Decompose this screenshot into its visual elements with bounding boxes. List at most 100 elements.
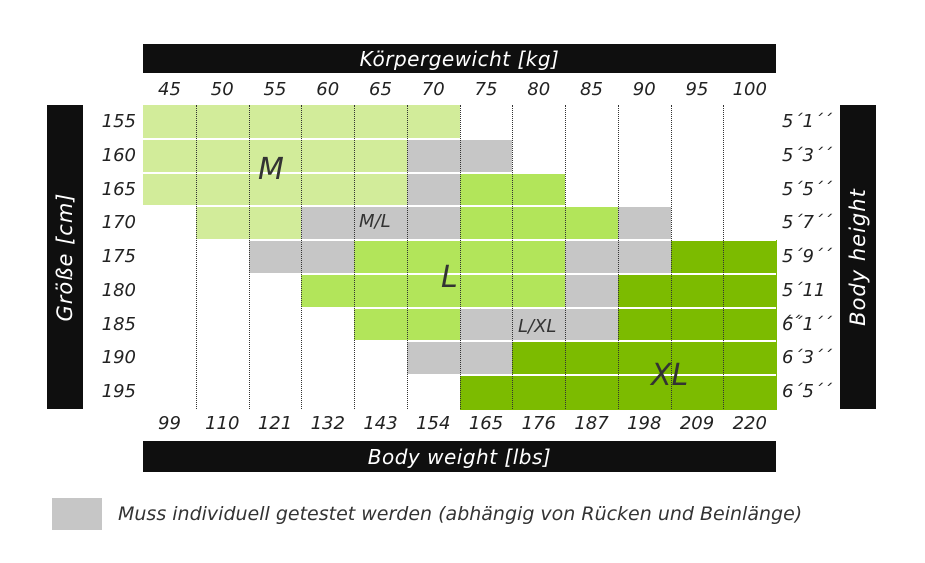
right-axis-title: Body height <box>846 188 870 326</box>
column-divider <box>565 105 566 409</box>
size-cell <box>354 105 408 140</box>
size-zone-label: M <box>258 152 284 187</box>
size-cell <box>301 240 355 275</box>
size-cell <box>248 172 302 207</box>
size-cell <box>565 172 619 207</box>
size-cell <box>723 138 777 174</box>
size-cell <box>406 273 461 309</box>
size-cell <box>723 240 777 275</box>
size-cell <box>459 375 513 410</box>
size-cell <box>512 105 566 140</box>
size-cell <box>406 138 461 174</box>
size-cell <box>512 375 566 410</box>
kg-tick-label: 80 <box>527 79 551 100</box>
size-cell <box>723 172 777 207</box>
size-cell <box>406 307 461 343</box>
column-divider <box>512 105 514 409</box>
ft-row-label: 6´5´´ <box>782 381 832 403</box>
size-cell <box>512 307 566 343</box>
size-cell <box>670 172 724 207</box>
size-cell <box>459 240 513 275</box>
left-axis-title-bar: Größe [cm] <box>47 105 83 409</box>
cm-row-label: 155 <box>101 111 136 132</box>
size-cell <box>248 375 302 410</box>
size-cell <box>512 273 566 309</box>
size-cell <box>248 240 302 275</box>
size-cell <box>406 172 461 207</box>
size-cell <box>565 341 619 376</box>
size-cell <box>617 105 672 140</box>
size-cell <box>354 172 408 207</box>
cm-row-label: 165 <box>101 178 136 200</box>
size-cell <box>406 341 461 376</box>
cm-row-label: 175 <box>101 246 136 268</box>
ft-row-label: 6´3´´ <box>782 347 832 369</box>
size-cell <box>670 138 724 174</box>
size-cell <box>248 341 302 376</box>
bottom-axis-title-bar: Body weight [lbs] <box>143 441 776 472</box>
size-cell <box>195 273 250 309</box>
column-divider <box>354 105 355 409</box>
size-cell <box>617 206 672 241</box>
size-cell <box>617 240 672 275</box>
size-cell <box>565 206 619 241</box>
size-cell <box>617 138 672 174</box>
column-divider <box>248 105 250 409</box>
lbs-tick-label: 176 <box>521 413 556 434</box>
size-cell <box>143 307 197 343</box>
size-cell <box>512 206 566 241</box>
size-cell <box>723 206 777 241</box>
kg-tick-label: 90 <box>632 79 656 100</box>
size-cell <box>459 341 513 376</box>
size-cell <box>354 240 408 275</box>
size-cell <box>195 341 250 376</box>
size-cell <box>354 341 408 376</box>
size-cell <box>459 206 513 241</box>
top-axis-title-bar: Körpergewicht [kg] <box>143 44 776 73</box>
size-cell <box>195 375 250 410</box>
size-cell <box>143 273 197 309</box>
size-cell <box>565 375 619 410</box>
kg-tick-label: 55 <box>263 79 287 100</box>
column-divider <box>723 105 725 409</box>
size-cell <box>143 240 197 275</box>
lbs-tick-label: 99 <box>158 413 181 434</box>
size-cell <box>723 375 777 410</box>
ft-row-label: 5´3´´ <box>782 144 832 166</box>
cm-row-label: 180 <box>101 279 136 301</box>
size-cell <box>195 138 250 174</box>
size-cell <box>565 273 619 309</box>
size-cell <box>301 172 355 207</box>
kg-tick-label: 65 <box>369 79 392 100</box>
size-cell <box>565 307 619 343</box>
size-cell <box>617 307 672 343</box>
size-cell <box>354 138 408 174</box>
column-divider <box>617 105 619 409</box>
size-cell <box>617 172 672 207</box>
size-cell <box>248 206 302 241</box>
column-divider <box>459 105 461 409</box>
column-divider <box>406 105 408 409</box>
size-cell <box>670 375 724 410</box>
lbs-tick-label: 198 <box>627 413 662 434</box>
lbs-tick-label: 165 <box>468 413 504 434</box>
size-cell <box>195 105 250 140</box>
size-cell <box>354 273 408 309</box>
size-zone-label: L/XL <box>518 316 557 337</box>
size-cell <box>512 138 566 174</box>
size-cell <box>248 138 302 174</box>
kg-tick-label: 75 <box>474 79 498 100</box>
lbs-tick-label: 154 <box>416 413 451 434</box>
legend-text: Muss individuell getestet werden (abhäng… <box>118 503 803 525</box>
size-cell <box>406 206 461 241</box>
lbs-tick-label: 121 <box>257 413 293 434</box>
ft-row-label: 5´5´´ <box>782 178 832 200</box>
column-divider <box>670 105 672 409</box>
lbs-tick-label: 209 <box>679 413 715 434</box>
size-cell <box>723 341 777 376</box>
size-cell <box>248 105 302 140</box>
lbs-tick-label: 187 <box>574 413 609 434</box>
size-cell <box>301 307 355 343</box>
size-cell <box>354 206 408 241</box>
size-cell <box>195 206 250 241</box>
